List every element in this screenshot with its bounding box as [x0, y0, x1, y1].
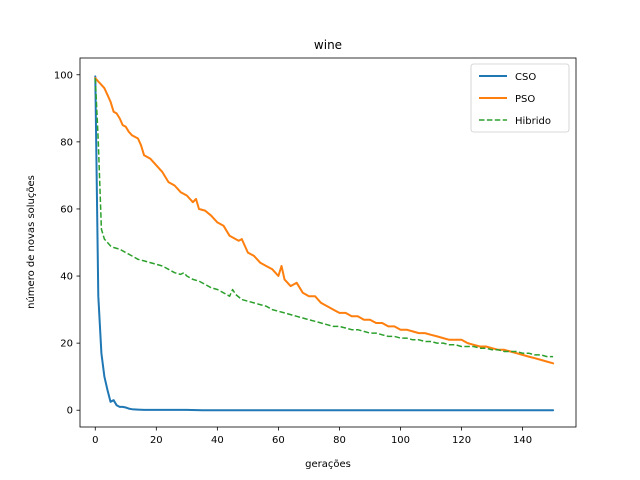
y-tick-label: 100 — [54, 70, 73, 81]
x-tick-label: 60 — [272, 435, 285, 446]
y-tick-label: 20 — [60, 339, 73, 350]
y-tick-label: 80 — [60, 137, 73, 148]
axes-frame — [79, 57, 577, 428]
x-tick-label: 140 — [513, 435, 532, 446]
x-tick-label: 20 — [150, 435, 163, 446]
x-tick-label: 80 — [333, 435, 346, 446]
plot-area — [94, 75, 555, 412]
x-tick-label: 100 — [391, 435, 410, 446]
series-line-pso — [94, 77, 555, 365]
y-tick-label: 40 — [60, 272, 73, 283]
x-tick-label: 120 — [452, 435, 471, 446]
x-axis-label: gerações — [305, 459, 351, 470]
y-axis-label: número de novas soluções — [25, 175, 37, 309]
y-tick-label: 0 — [67, 406, 73, 417]
legend-label-hibrido: Hibrido — [515, 116, 551, 127]
series-line-cso — [94, 75, 555, 412]
chart-title: wine — [314, 38, 342, 52]
legend-label-cso: CSO — [515, 72, 536, 83]
y-tick-label: 60 — [60, 204, 73, 215]
series-line-hibrido — [94, 78, 554, 358]
legend-box — [470, 63, 570, 133]
legend: CSO PSO Hibrido — [470, 63, 570, 133]
axes: 0 20 40 60 80 100 120 140 0 20 40 60 80 100 — [54, 57, 577, 446]
x-tick-label: 0 — [92, 435, 98, 446]
x-tick-label: 40 — [211, 435, 224, 446]
legend-label-pso: PSO — [515, 94, 535, 105]
